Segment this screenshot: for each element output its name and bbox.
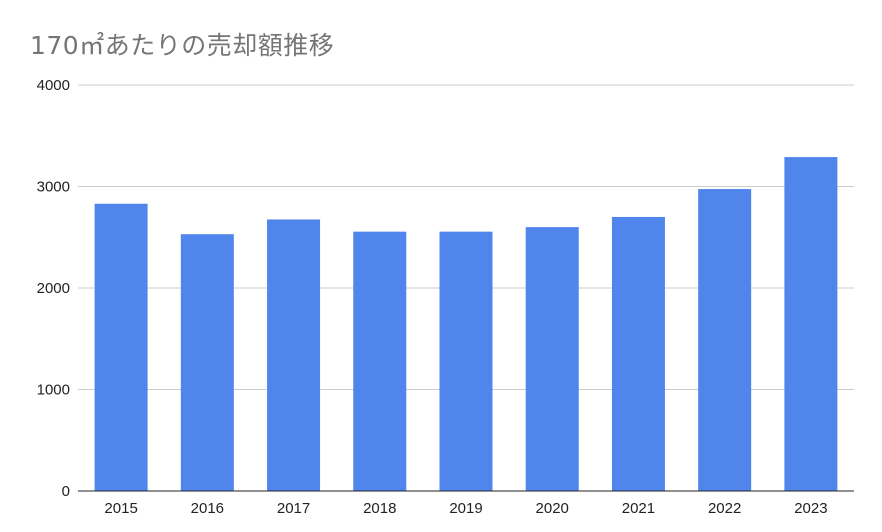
bar-2017 [267,219,321,492]
y-tick-label: 4000 [37,77,70,94]
bar-2023 [784,157,838,491]
x-tick-label: 2016 [191,500,224,517]
x-tick-label: 2015 [104,500,137,517]
bar-2021 [611,216,665,491]
x-tick-label: 2023 [794,500,827,517]
y-tick-label: 0 [62,483,70,500]
x-tick-label: 2019 [449,500,482,517]
x-tick-label: 2020 [536,500,569,517]
bar-2019 [439,231,493,492]
bar-2016 [180,234,234,491]
y-tick-label: 2000 [37,280,70,297]
y-tick-label: 1000 [37,382,70,399]
bar-2022 [698,189,752,491]
x-tick-label: 2022 [708,500,741,517]
chart-title: 170㎡あたりの売却額推移 [30,31,335,60]
x-tick-label: 2021 [622,500,655,517]
x-tick-label: 2018 [363,500,396,517]
bar-2015 [94,203,148,491]
x-tick-label: 2017 [277,500,310,517]
bar-2018 [353,231,407,492]
y-tick-label: 3000 [37,179,70,196]
bar-2020 [525,227,579,491]
